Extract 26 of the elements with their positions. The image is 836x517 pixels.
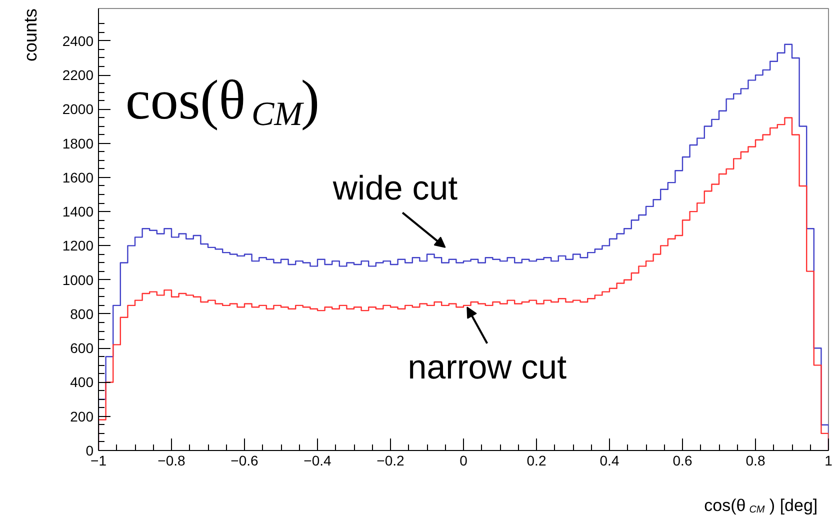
annotation: narrow cut [408,348,568,386]
x-tick-label: −0.6 [230,452,259,468]
y-tick-label: 600 [70,340,94,356]
y-tick-label: 200 [70,408,94,424]
y-tick-label: 1200 [62,238,94,254]
x-tick-label: 0.6 [672,452,692,468]
y-tick-label: 1800 [62,135,94,152]
x-tick-label: 1 [824,452,833,468]
x-tick-label: 0.2 [526,452,546,468]
x-tick-label: −0.2 [376,452,405,468]
y-tick-label: 1600 [62,169,94,186]
x-tick-label: −0.4 [304,452,332,468]
x-tick-label: −0.8 [158,452,186,468]
y-tick-label: 800 [70,306,94,322]
y-tick-label: 1400 [62,204,94,220]
y-tick-label: 2400 [62,32,94,49]
y-tick-label: 1000 [62,272,94,288]
x-tick-label: 0.8 [746,452,766,468]
y-tick-label: 400 [70,374,94,390]
y-tick-label: 0 [86,442,94,458]
annotation: wide cut [332,170,458,208]
y-tick-label: 2200 [62,67,94,84]
x-tick-label: 0 [460,452,468,468]
x-tick-label: 0.4 [600,452,620,468]
y-axis-title: counts [20,8,40,62]
y-tick-label: 2000 [62,101,94,118]
